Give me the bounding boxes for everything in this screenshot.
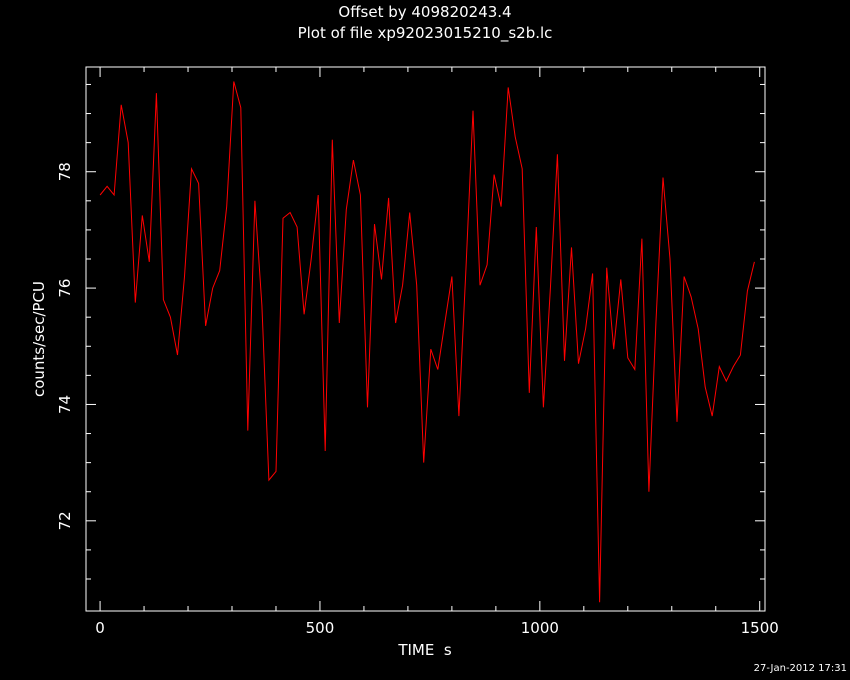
- series-layer: [99, 81, 755, 603]
- y-axis-ticks: 72 74 76 78: [56, 83, 765, 580]
- x-tick-label: 500: [306, 619, 335, 637]
- timestamp: 27-Jan-2012 17:31: [754, 663, 847, 674]
- x-tick-label: 0: [95, 619, 105, 637]
- y-tick-label: 78: [56, 162, 74, 181]
- y-tick-label: 72: [56, 511, 74, 530]
- plot-frame: [85, 66, 766, 612]
- y-axis-label: counts/sec/PCU: [30, 281, 48, 397]
- x-axis-label: TIME s: [397, 641, 452, 659]
- x-tick-label: 1500: [741, 619, 779, 637]
- x-tick-label: 1000: [521, 619, 559, 637]
- y-tick-label: 76: [56, 279, 74, 298]
- y-tick-label: 74: [56, 395, 74, 414]
- x-axis-ticks: 0 500 1000 1500: [95, 67, 779, 637]
- series-line: [99, 81, 755, 603]
- chart-title: Offset by 409820243.4: [338, 3, 511, 21]
- chart-subtitle: Plot of file xp92023015210_s2b.lc: [298, 24, 553, 43]
